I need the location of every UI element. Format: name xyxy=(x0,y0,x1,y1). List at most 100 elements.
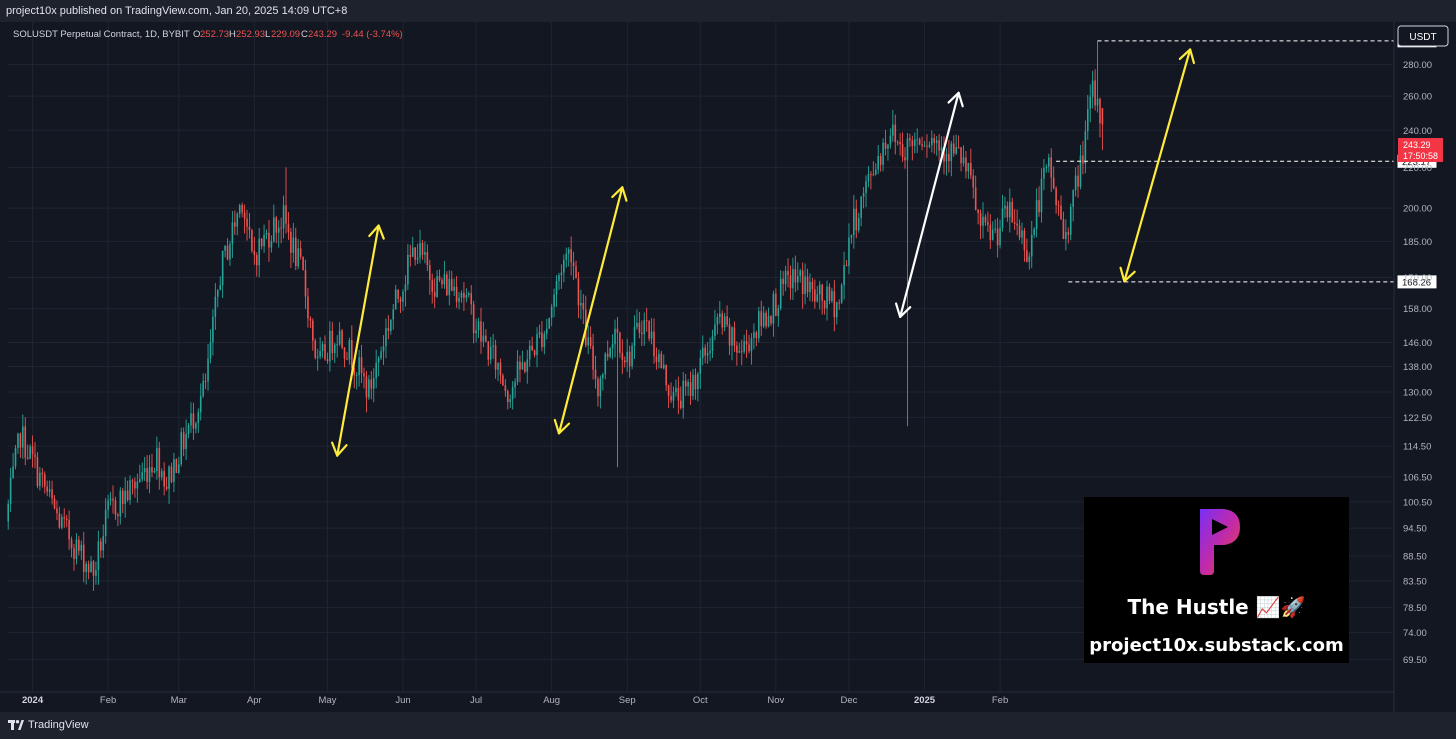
trend-arrow-line[interactable] xyxy=(336,224,380,457)
trend-arrow-line[interactable] xyxy=(1123,48,1192,283)
candle-body xyxy=(1013,222,1016,224)
candle-body xyxy=(555,280,558,295)
candle-body xyxy=(175,459,178,474)
candle-body xyxy=(411,247,414,257)
candle-body xyxy=(748,344,750,352)
candle-body xyxy=(580,303,582,306)
candle-body xyxy=(1026,250,1028,262)
candle-body xyxy=(143,468,146,473)
candle-body xyxy=(950,143,953,162)
candle-body xyxy=(282,205,285,229)
candle-body xyxy=(999,227,1001,246)
candle-body xyxy=(894,124,897,143)
candle-body xyxy=(39,472,41,486)
candle-body xyxy=(1033,229,1035,235)
candle-body xyxy=(660,353,663,369)
candle-body xyxy=(148,467,151,482)
candle-body xyxy=(229,243,231,260)
candle-body xyxy=(416,257,419,260)
candle-body xyxy=(899,142,901,145)
candle-body xyxy=(61,517,63,528)
candle-body xyxy=(563,259,565,273)
candle-body xyxy=(541,332,543,348)
tradingview-icon xyxy=(8,720,24,730)
candle-body xyxy=(855,208,858,231)
candle-body xyxy=(197,412,200,424)
candle-body xyxy=(519,361,521,370)
candle-body xyxy=(750,338,753,352)
price-tick-label: 94.50 xyxy=(1403,524,1427,535)
promo-url[interactable]: project10x.substack.com xyxy=(1089,635,1344,656)
candle-body xyxy=(575,266,577,279)
candle-body xyxy=(853,208,855,236)
candle-body xyxy=(577,278,580,306)
candle-body xyxy=(114,500,117,515)
candle-body xyxy=(104,509,107,537)
candle-body xyxy=(151,467,153,473)
trend-arrow-line[interactable] xyxy=(899,91,960,319)
candle-body xyxy=(329,330,331,362)
trend-arrow-line[interactable] xyxy=(557,186,624,435)
candle-body xyxy=(360,357,363,373)
candle-body xyxy=(884,142,887,149)
candle-body xyxy=(24,426,27,458)
candle-body xyxy=(85,563,87,572)
price-tick-label: 146.00 xyxy=(1403,338,1432,349)
candle-body xyxy=(204,380,207,382)
candle-body xyxy=(482,335,485,342)
candle-body xyxy=(19,433,22,448)
candle-body xyxy=(82,544,85,572)
candle-body xyxy=(553,294,555,307)
candle-body xyxy=(407,254,409,285)
candle-body xyxy=(896,142,899,144)
candle-body xyxy=(960,147,962,164)
candle-body xyxy=(377,357,380,363)
time-tick-label: Jun xyxy=(395,695,410,706)
candle-body xyxy=(699,357,702,374)
candle-body xyxy=(392,309,395,320)
candle-body xyxy=(358,357,360,376)
candle-body xyxy=(806,276,809,293)
candle-body xyxy=(333,344,336,354)
candle-body xyxy=(1082,155,1084,164)
promo-banner[interactable]: The Hustle 📈🚀 project10x.substack.com xyxy=(1084,497,1349,663)
candle-body xyxy=(680,400,682,408)
candle-body xyxy=(753,332,755,339)
candle-body xyxy=(263,234,265,247)
candle-body xyxy=(589,337,592,346)
candle-body xyxy=(521,362,524,370)
candle-body xyxy=(545,328,548,334)
price-tick-label: 88.50 xyxy=(1403,552,1427,563)
candle-body xyxy=(721,313,724,328)
legend-h-value: 252.93 xyxy=(236,29,265,40)
candle-body xyxy=(736,345,738,353)
trend-arrow-head xyxy=(1119,266,1136,283)
candle-body xyxy=(419,242,421,258)
candle-body xyxy=(92,561,95,576)
candle-body xyxy=(29,446,31,459)
candle-body xyxy=(833,291,836,318)
published-text: project10x published on TradingView.com,… xyxy=(6,5,348,17)
candle-body xyxy=(984,216,987,223)
tradingview-logo[interactable]: TradingView xyxy=(8,719,89,731)
candle-body xyxy=(136,481,139,489)
legend-o-label: O xyxy=(193,29,200,40)
candle-body xyxy=(258,238,261,266)
candle-body xyxy=(251,230,253,251)
candle-body xyxy=(170,466,173,482)
candle-body xyxy=(75,539,78,559)
candle-body xyxy=(623,360,626,363)
candle-body xyxy=(572,262,575,267)
time-tick-label: Jul xyxy=(470,695,482,706)
price-axis: 280.00 260.00 240.00 220.00 200.00 185.00 170.… xyxy=(1393,22,1432,712)
candle-body xyxy=(1055,188,1057,206)
candle-body xyxy=(775,293,777,316)
candle-body xyxy=(126,490,129,501)
candle-body xyxy=(219,285,222,290)
candle-body xyxy=(248,226,251,231)
price-tick-label: 69.50 xyxy=(1403,655,1427,666)
candle-body xyxy=(107,500,109,510)
candle-body xyxy=(1001,208,1004,228)
currency-button[interactable] xyxy=(1397,25,1449,47)
candle-body xyxy=(670,396,672,401)
